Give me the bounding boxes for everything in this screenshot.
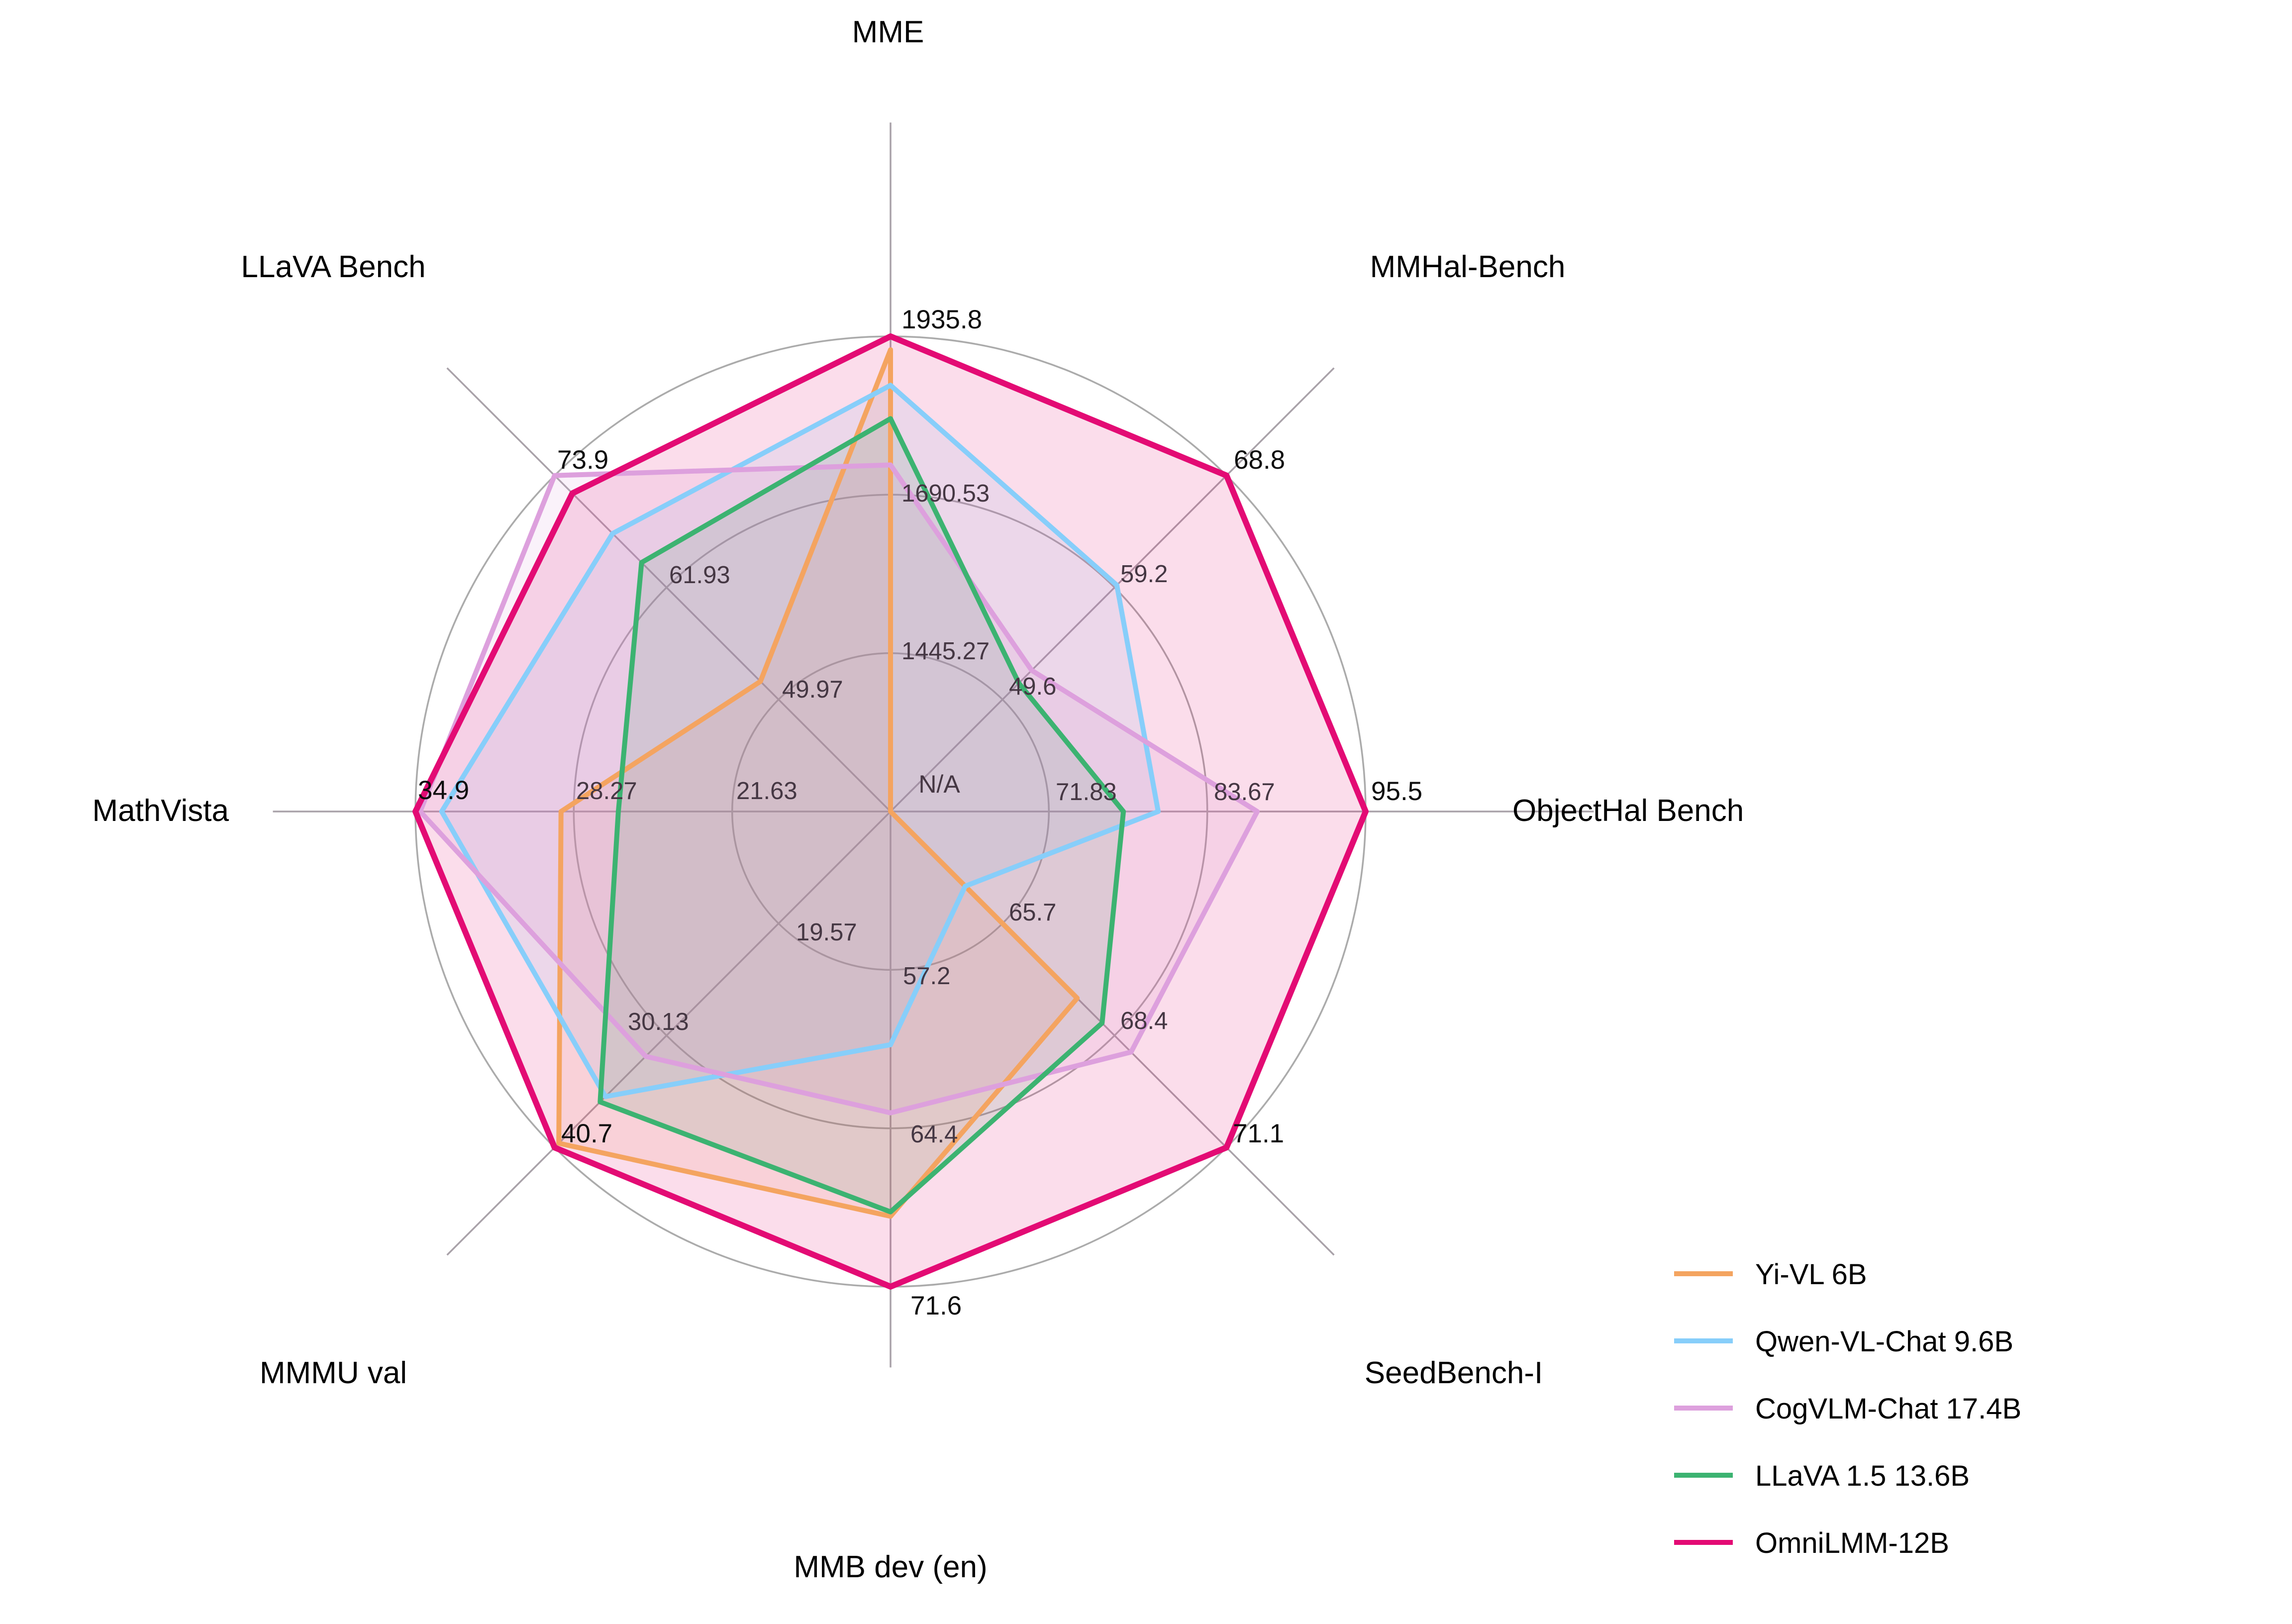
legend-label: OmniLMM-12B	[1755, 1527, 1949, 1559]
tick-label: 95.5	[1371, 777, 1422, 806]
series-line-omnilmm-12b	[412, 333, 1369, 1290]
tick-labels: 1445.27 1690.53 1935.8 49.6 59.2 68.8 71.83 83.…	[418, 305, 1422, 1320]
legend-item: Qwen-VL-Chat 9.6B	[1674, 1325, 2013, 1358]
tick-label: 49.6	[1009, 673, 1056, 700]
series-fill-llava-1-5-13-6b	[600, 418, 1124, 1212]
legend-label: CogVLM-Chat 17.4B	[1755, 1393, 2021, 1425]
axis-spoke	[890, 367, 1335, 812]
tick-label: 73.9	[557, 445, 608, 475]
tick-label: 71.6	[910, 1291, 962, 1320]
tick-label: 61.93	[669, 562, 730, 589]
tick-label: 71.1	[1233, 1119, 1284, 1148]
tick-label: 21.63	[736, 778, 797, 805]
legend-item: Yi-VL 6B	[1674, 1258, 1867, 1291]
tick-label: 59.2	[1120, 561, 1168, 588]
tick-label: 64.4	[910, 1121, 958, 1148]
tick-label: 1445.27	[901, 638, 990, 665]
tick-label: 71.83	[1056, 779, 1117, 806]
series-line-llava-1-5-13-6b	[598, 416, 1126, 1215]
tick-label: 57.2	[903, 963, 950, 990]
axis-label-mathvista: MathVista	[92, 794, 229, 828]
center-tick-label: N/A	[918, 770, 960, 798]
series-line-cogvlm-chat-17-4b	[417, 462, 1260, 1116]
legend-label: Yi-VL 6B	[1755, 1258, 1867, 1291]
series-line-yi-vl-6b	[556, 347, 1080, 1219]
legend-item: CogVLM-Chat 17.4B	[1674, 1393, 2021, 1425]
axis-label-mmhal-bench: MMHal-Bench	[1370, 250, 1566, 284]
series-fill-yi-vl-6b	[559, 349, 1078, 1217]
tick-label: 83.67	[1214, 779, 1275, 806]
tick-label: 28.27	[576, 778, 637, 805]
series-fills	[415, 336, 1366, 1287]
tick-label: 68.4	[1120, 1008, 1168, 1034]
axis-labels: MME MMHal-Bench ObjectHal Bench SeedBench-I…	[92, 15, 1744, 1584]
legend-label: LLaVA 1.5 13.6B	[1755, 1460, 1970, 1492]
tick-label: 1935.8	[901, 305, 982, 334]
axis-label-seedbench-i: SeedBench-I	[1365, 1356, 1543, 1390]
axis-label-objecthal-bench: ObjectHal Bench	[1512, 794, 1744, 828]
axis-label-mmmu-val: MMMU val	[260, 1356, 407, 1390]
tick-label: 34.9	[418, 776, 469, 805]
tick-label: 19.57	[796, 919, 857, 946]
tick-label: 65.7	[1009, 899, 1056, 926]
axis-spoke	[446, 367, 892, 812]
tick-label: 68.8	[1234, 445, 1285, 475]
legend-label: Qwen-VL-Chat 9.6B	[1755, 1325, 2013, 1358]
tick-label: 40.7	[561, 1119, 612, 1148]
series-line-qwen-vl-chat-9-6b	[439, 383, 1161, 1099]
axis-label-llava-bench: LLaVA Bench	[241, 250, 425, 284]
tick-label: 1690.53	[901, 480, 990, 507]
series-polygons	[412, 333, 1369, 1290]
axis-label-mme: MME	[852, 15, 924, 49]
tick-label: 49.97	[782, 676, 843, 703]
series-fill-qwen-vl-chat-9-6b	[441, 385, 1158, 1097]
axis-spoke	[446, 811, 892, 1256]
tick-label: 30.13	[628, 1009, 689, 1035]
axis-label-mmb-dev-en-: MMB dev (en)	[794, 1550, 987, 1584]
legend: Yi-VL 6B Qwen-VL-Chat 9.6B CogVLM-Chat 17.…	[1674, 1258, 2021, 1559]
series-fill-cogvlm-chat-17-4b	[420, 465, 1258, 1113]
legend-item: OmniLMM-12B	[1674, 1527, 1949, 1559]
legend-item: LLaVA 1.5 13.6B	[1674, 1460, 1970, 1492]
